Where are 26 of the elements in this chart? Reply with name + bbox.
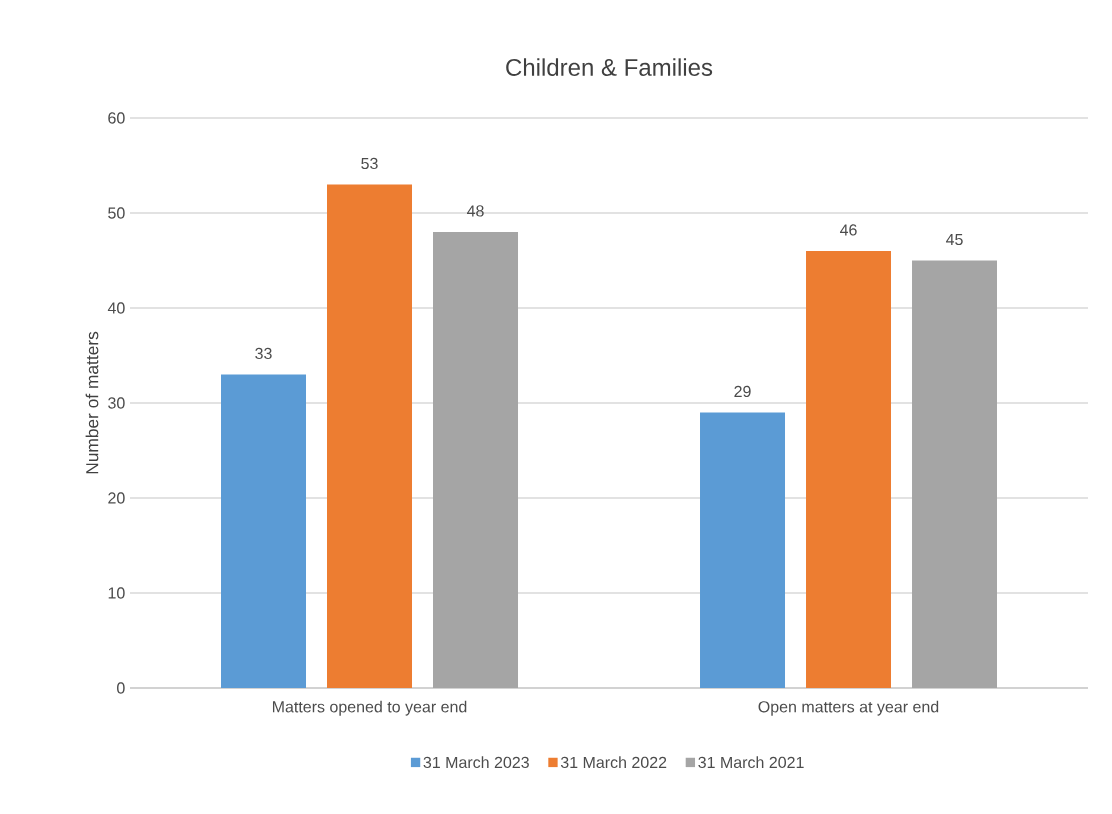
legend-label: 31 March 2023 [423, 756, 529, 769]
legend-label: 31 March 2021 [698, 756, 804, 769]
data-label: 48 [466, 205, 484, 217]
x-tick-label: Matters opened to year end [272, 700, 467, 716]
chart-title: Children & Families [506, 58, 713, 76]
legend-label: 31 March 2022 [560, 756, 667, 769]
data-label: 45 [945, 233, 963, 246]
y-tick-label: 50 [108, 207, 125, 219]
bar [912, 260, 998, 688]
bar [327, 184, 413, 688]
bar [700, 412, 786, 688]
bar [221, 374, 307, 688]
bar [433, 232, 519, 688]
y-tick-label: 60 [108, 112, 125, 124]
y-tick-label: 20 [108, 492, 125, 504]
y-tick-label: 0 [117, 682, 125, 694]
bar [806, 251, 892, 688]
y-axis-title: Number of matters [85, 331, 99, 474]
data-label: 46 [839, 224, 857, 236]
y-tick-label: 30 [108, 397, 125, 409]
data-label: 33 [255, 347, 272, 360]
y-tick-label: 40 [107, 302, 125, 314]
data-label: 53 [361, 157, 378, 170]
y-tick-label: 10 [108, 587, 125, 599]
data-label: 29 [734, 385, 751, 398]
x-tick-label: Open matters at year end [758, 700, 939, 716]
